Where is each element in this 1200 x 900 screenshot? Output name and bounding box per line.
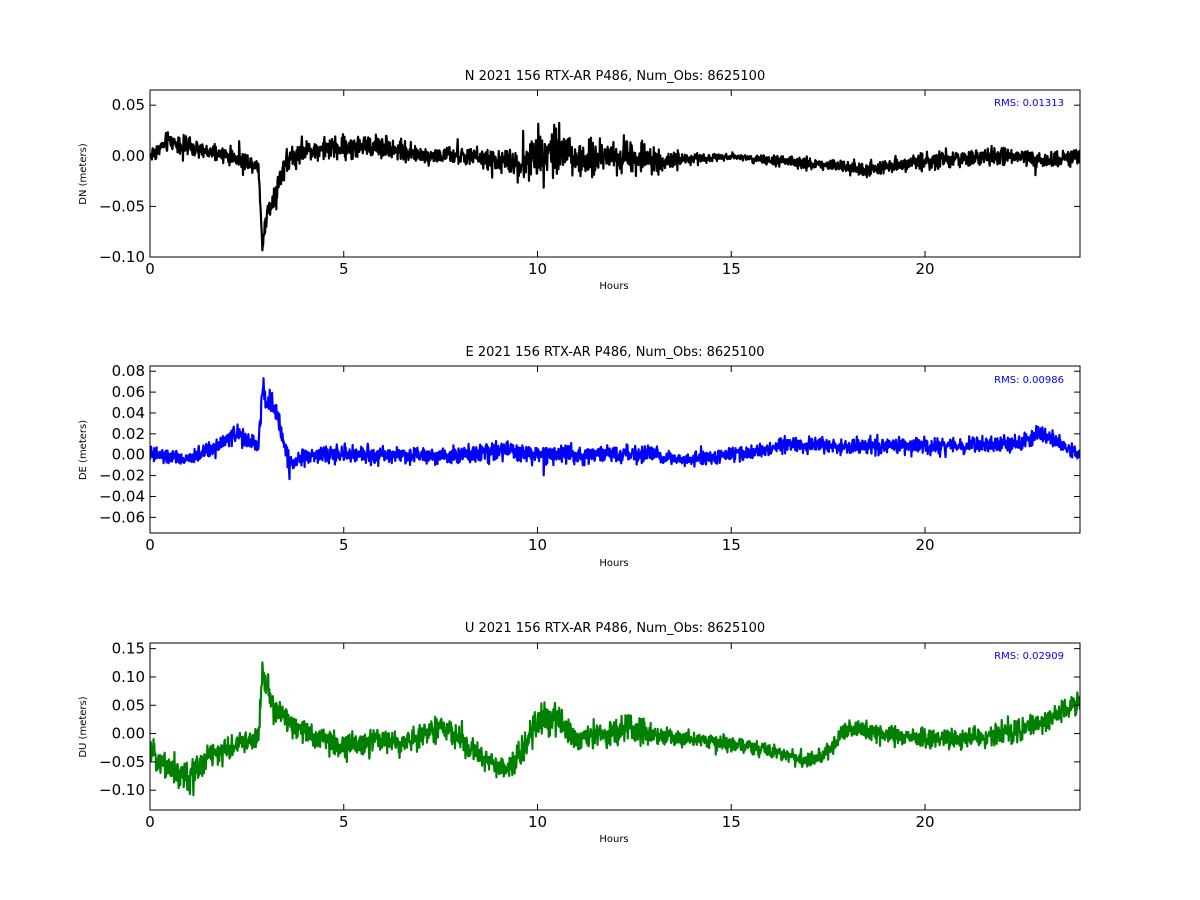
panel-east-plot: 0 5 10 15 20 −0.06 −0.04 −0.02 0.00 0.02 0.04 0.06 0… (99, 362, 1081, 554)
panel-north-ytick-label: 0.00 (112, 147, 145, 165)
panel-up-xtick-label: 5 (339, 813, 349, 831)
panel-north-series-line (150, 121, 1080, 252)
panel-north-title: N 2021 156 RTX-AR P486, Num_Obs: 8625100 (465, 69, 765, 84)
panel-north-xtick-label: 15 (722, 260, 741, 278)
panel-up: U 2021 156 RTX-AR P486, Num_Obs: 8625100… (78, 621, 1081, 845)
panel-up-ytick-label: −0.10 (99, 781, 145, 799)
panel-up-ytick-label: 0.05 (112, 696, 145, 714)
panel-up-title: U 2021 156 RTX-AR P486, Num_Obs: 8625100 (465, 621, 765, 636)
panel-east-ytick-label: −0.06 (99, 508, 145, 526)
panel-north-plot: 0 5 10 15 20 −0.10 −0.05 0.00 0.05 (99, 89, 1081, 278)
panel-up-xtick-label: 15 (722, 813, 741, 831)
panel-east-xtick-label: 5 (339, 536, 349, 554)
panel-east-ylabel: DE (meters) (78, 420, 89, 480)
panel-north-ytick-label: −0.10 (99, 248, 145, 266)
panel-east-ytick-label: −0.02 (99, 467, 145, 485)
panel-east-xtick-label: 0 (145, 536, 155, 554)
panel-east-ytick-label: 0.02 (112, 425, 145, 443)
panel-north-ytick-label: 0.05 (112, 96, 145, 114)
panel-north: N 2021 156 RTX-AR P486, Num_Obs: 8625100… (78, 69, 1081, 292)
panel-up-xtick-label: 0 (145, 813, 155, 831)
panel-north-xlabel: Hours (599, 281, 628, 292)
panel-east-xtick-label: 15 (722, 536, 741, 554)
panel-up-plot: 0 5 10 15 20 −0.10 −0.05 0.00 0.05 0.10 0.15 (99, 640, 1081, 831)
panel-north-rms: RMS: 0.01313 (994, 98, 1064, 109)
panel-up-series-line (150, 661, 1080, 797)
panel-north-ytick-label: −0.05 (99, 197, 145, 215)
panel-east-series-line (150, 377, 1080, 481)
panel-north-xtick-label: 10 (528, 260, 547, 278)
panel-up-xtick-label: 20 (915, 813, 934, 831)
panel-up-ylabel: DU (meters) (78, 696, 89, 757)
panel-east-ytick-label: 0.08 (112, 362, 145, 380)
panel-east-axes-frame (149, 365, 1081, 534)
panel-up-ytick-label: −0.05 (99, 753, 145, 771)
panel-east-ytick-label: 0.06 (112, 383, 145, 401)
panel-east-ytick-label: −0.04 (99, 487, 145, 505)
panel-east-xlabel: Hours (599, 558, 628, 569)
panel-east-xtick-label: 10 (528, 536, 547, 554)
panel-north-ylabel: DN (meters) (78, 143, 89, 205)
panel-up-ytick-label: 0.00 (112, 725, 145, 743)
panel-up-rms: RMS: 0.02909 (994, 651, 1064, 662)
panel-north-xtick-label: 5 (339, 260, 349, 278)
panel-up-ytick-label: 0.15 (112, 640, 145, 658)
panel-north-xtick-label: 0 (145, 260, 155, 278)
panel-east: E 2021 156 RTX-AR P486, Num_Obs: 8625100… (78, 345, 1081, 569)
panel-east-ytick-label: 0.00 (112, 446, 145, 464)
panel-east-xtick-label: 20 (915, 536, 934, 554)
panel-east-ytick-label: 0.04 (112, 404, 145, 422)
panel-up-xtick-label: 10 (528, 813, 547, 831)
panel-up-ytick-label: 0.10 (112, 668, 145, 686)
panel-up-xlabel: Hours (599, 834, 628, 845)
panel-north-axes-frame (149, 89, 1081, 258)
panel-east-title: E 2021 156 RTX-AR P486, Num_Obs: 8625100 (466, 345, 765, 360)
panel-east-rms: RMS: 0.00986 (994, 375, 1064, 386)
panel-north-xtick-label: 20 (915, 260, 934, 278)
panel-up-axes-frame (149, 642, 1081, 811)
